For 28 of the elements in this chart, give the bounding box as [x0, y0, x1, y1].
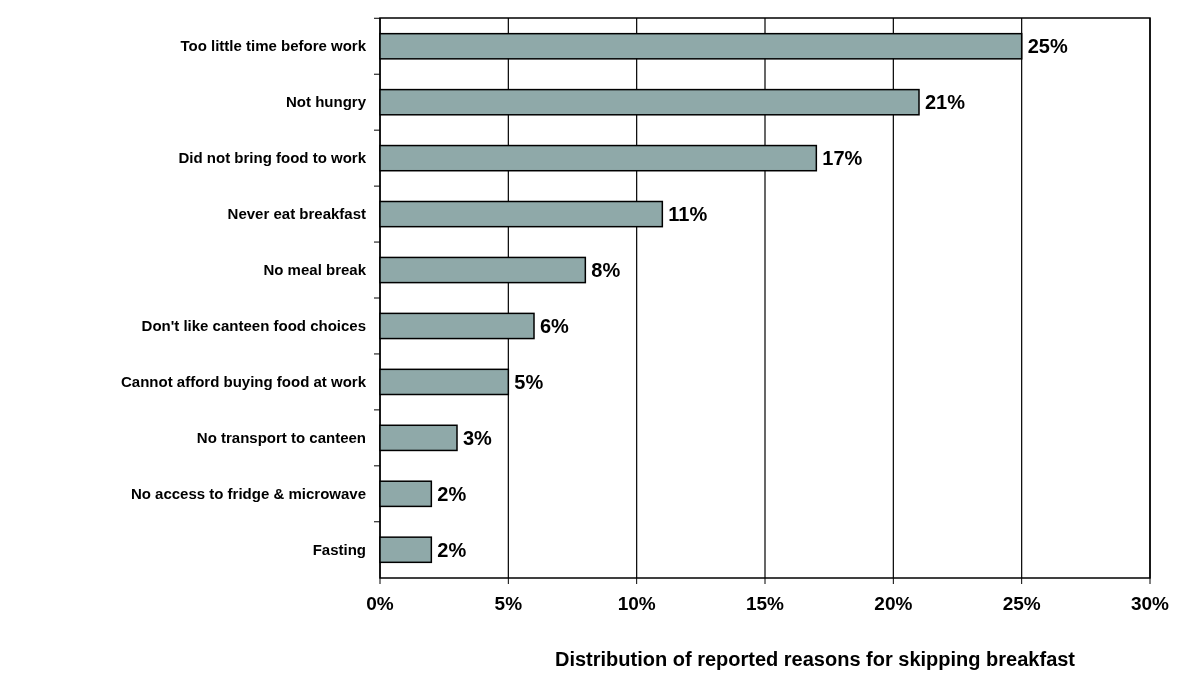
x-tick-label: 25%: [1002, 593, 1041, 614]
data-label: 2%: [437, 538, 467, 561]
x-tick-label: 15%: [745, 593, 785, 614]
y-tick-label: Did not bring food to work: [178, 149, 367, 167]
x-tick-label: 0%: [366, 593, 394, 614]
data-label: 5%: [514, 370, 544, 393]
data-label: 8%: [591, 259, 621, 282]
data-label: 17%: [822, 147, 863, 170]
x-tick-label: 5%: [494, 593, 523, 614]
data-label: 2%: [437, 482, 467, 505]
x-axis-title: Distribution of reported reasons for skipping breakfast: [554, 648, 1076, 670]
data-label: 3%: [463, 426, 493, 449]
y-tick-label: No access to fridge & microwave: [130, 484, 366, 502]
data-label: 25%: [1027, 35, 1068, 58]
y-tick-label: No transport to canteen: [196, 428, 366, 446]
data-label: 6%: [540, 314, 570, 337]
data-label: 21%: [925, 91, 966, 114]
y-tick-label: Don't like canteen food choices: [141, 316, 366, 334]
x-tick-label: 20%: [874, 593, 913, 614]
y-tick-label: Too little time before work: [180, 37, 367, 55]
y-tick-label: Never eat breakfast: [227, 205, 366, 223]
data-label: 11%: [668, 203, 708, 226]
x-tick-label: 30%: [1130, 593, 1170, 614]
y-tick-label: Fasting: [312, 540, 366, 558]
y-tick-label: No meal break: [263, 261, 367, 279]
y-tick-label: Not hungry: [286, 93, 367, 111]
x-tick-label: 10%: [617, 593, 656, 614]
y-tick-label: Cannot afford buying food at work: [121, 372, 367, 390]
